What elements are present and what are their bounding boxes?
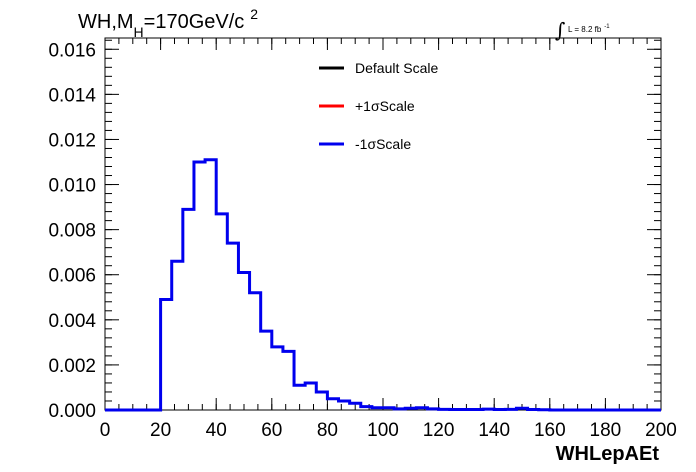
legend: Default Scale +1σScale -1σScale	[319, 60, 438, 152]
x-tick-label: 60	[261, 420, 282, 441]
luminosity-sup: -1	[604, 24, 610, 30]
y-tick-label: 0.006	[48, 266, 96, 287]
x-tick-label: 200	[645, 420, 677, 441]
series-layer	[105, 158, 661, 412]
chart-title: WH,MH=170GeV/c 2	[78, 6, 258, 40]
y-tick-label: 0.004	[48, 311, 96, 332]
x-axis-label: WHLepAEt	[556, 443, 660, 465]
chart-title-rest: =170GeV/c	[144, 11, 245, 33]
y-axis: 0.000 0.002 0.004 0.006 0.008 0.010 0.012 0.014…	[48, 39, 661, 422]
x-tick-label: 160	[534, 420, 566, 441]
y-tick-label: 0.008	[48, 221, 96, 242]
chart-title-sub: H	[134, 24, 144, 40]
luminosity-label: L = 8.2 fb -1	[568, 24, 610, 34]
chart-title-main: WH,M	[78, 11, 134, 33]
x-tick-label: 80	[317, 420, 338, 441]
legend-label: -1σScale	[355, 136, 411, 152]
x-tick-label: 0	[100, 420, 111, 441]
x-axis: 0 20 40 60 80 100 120 140 160 180 200	[100, 38, 677, 441]
legend-label: Default Scale	[355, 60, 438, 76]
series-line	[105, 158, 661, 412]
integral-symbol: ∫	[555, 18, 565, 42]
x-tick-label: 20	[150, 420, 171, 441]
plot-frame	[104, 37, 662, 411]
x-tick-label: 180	[590, 420, 622, 441]
y-tick-label: 0.012	[48, 130, 96, 151]
y-tick-label: 0.002	[48, 356, 96, 377]
x-tick-label: 40	[206, 420, 227, 441]
x-tick-label: 140	[478, 420, 510, 441]
chart-title-sup: 2	[250, 6, 258, 22]
y-tick-label: 0.016	[48, 40, 96, 61]
x-tick-label: 100	[367, 420, 399, 441]
y-tick-label: 0.010	[48, 176, 96, 197]
x-tick-label: 120	[423, 420, 455, 441]
y-tick-label: 0.014	[48, 85, 96, 106]
y-tick-label: 0.000	[48, 401, 96, 422]
luminosity-text: L = 8.2 fb	[568, 25, 602, 34]
legend-label: +1σScale	[355, 98, 415, 114]
